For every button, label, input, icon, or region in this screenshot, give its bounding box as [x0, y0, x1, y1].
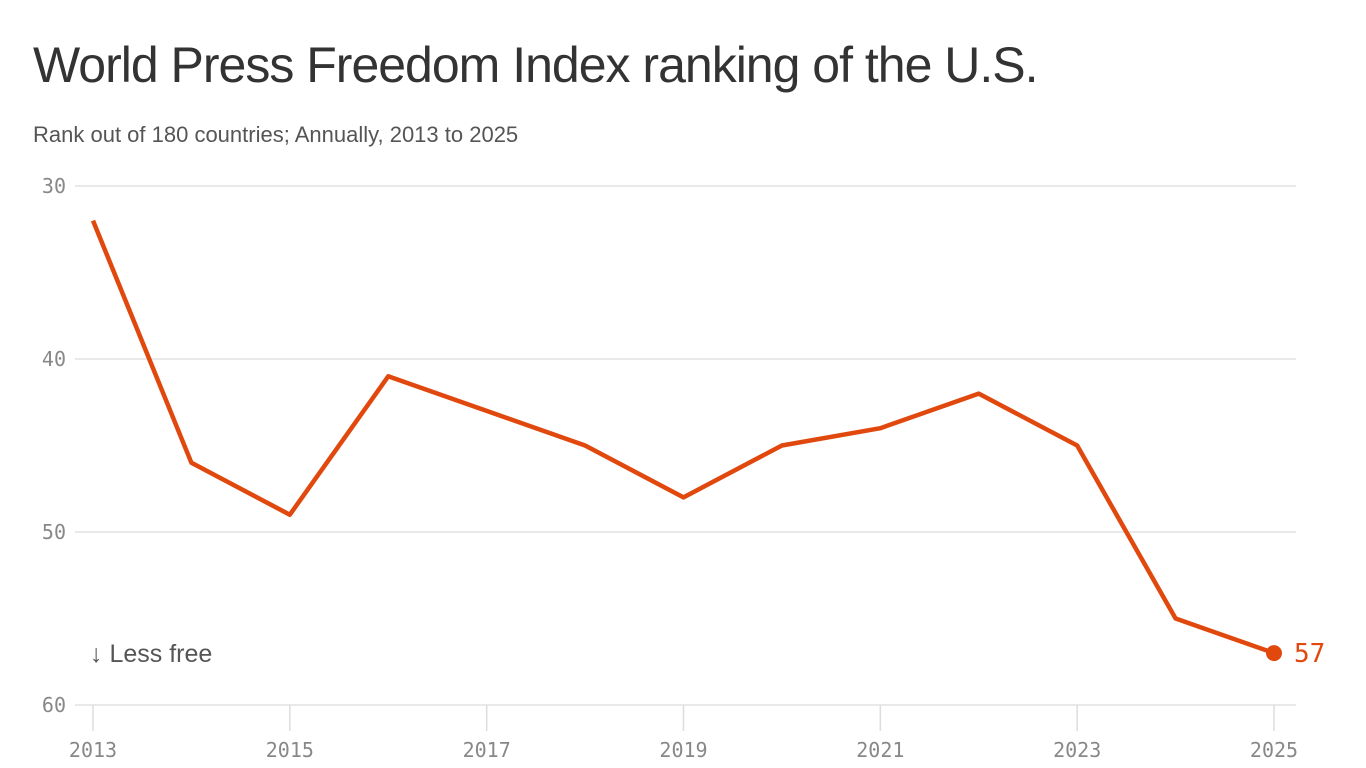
x-tick-label: 2025 — [1250, 738, 1298, 762]
end-value-label: 57 — [1294, 639, 1325, 669]
x-tick-label: 2021 — [856, 738, 904, 762]
y-tick-label: 60 — [42, 693, 66, 717]
x-tick-label: 2017 — [463, 738, 511, 762]
chart-subtitle: Rank out of 180 countries; Annually, 201… — [33, 122, 519, 147]
chart-title: World Press Freedom Index ranking of the… — [33, 37, 1039, 93]
series-line — [90, 219, 1275, 656]
data-point — [1266, 645, 1282, 662]
x-tick-label: 2013 — [69, 738, 117, 762]
x-tick-label: 2023 — [1053, 738, 1101, 762]
x-tick-label: 2019 — [659, 738, 707, 762]
x-tick-label: 2015 — [266, 738, 314, 762]
y-tick-label: 50 — [42, 520, 66, 544]
less-free-annotation: ↓ Less free — [90, 640, 212, 668]
y-tick-label: 40 — [42, 347, 66, 371]
y-tick-label: 30 — [42, 174, 66, 198]
